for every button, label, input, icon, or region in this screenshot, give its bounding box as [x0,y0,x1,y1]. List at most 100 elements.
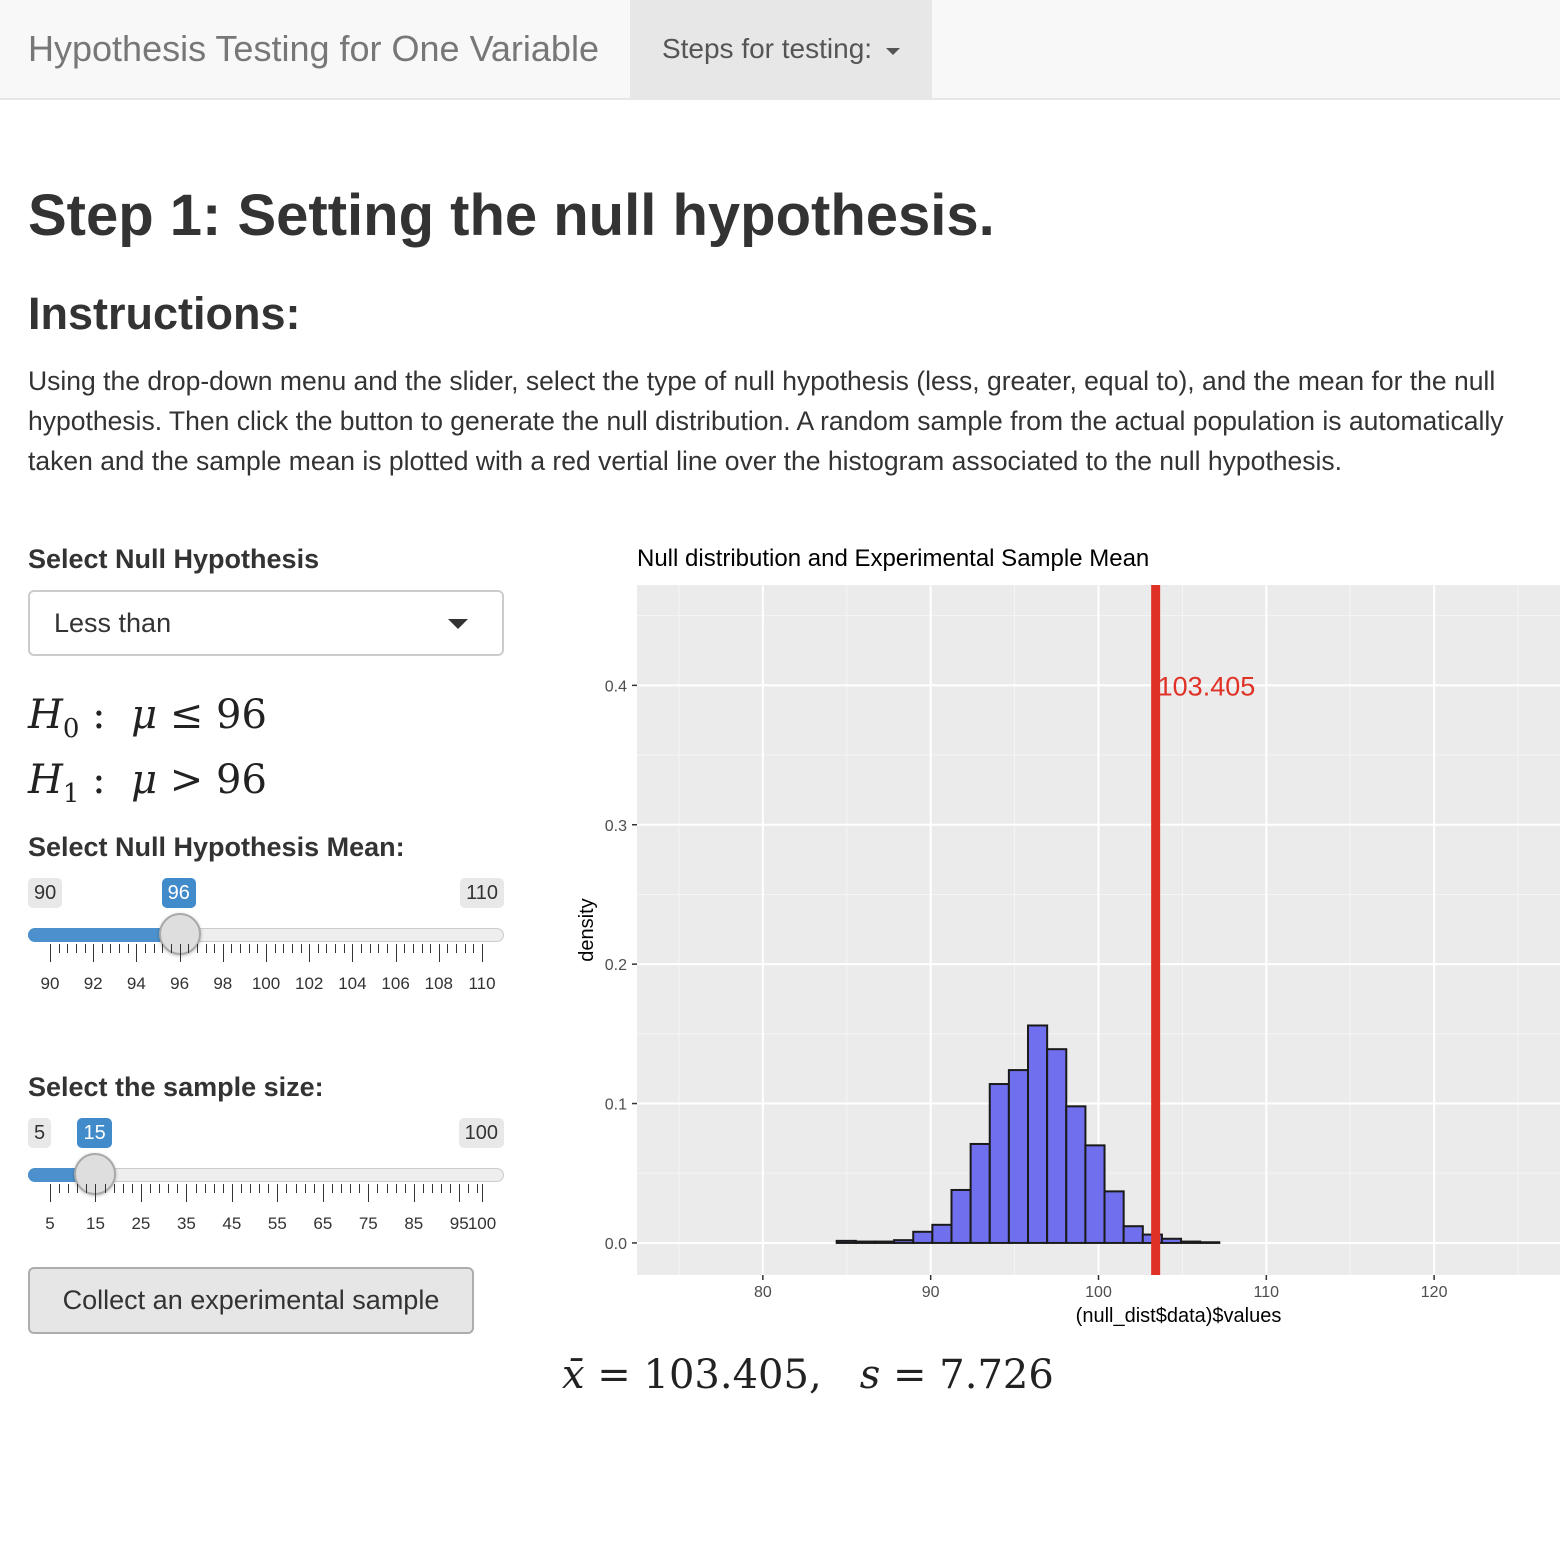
mean-slider-major-tick [266,944,267,962]
mean-slider-minor-tick [404,944,406,953]
x-tick-label: 80 [754,1284,772,1301]
histogram-bar [1084,1144,1106,1244]
histogram-bar [873,1240,896,1244]
histogram-bar [912,1230,934,1244]
histogram-bar [1065,1105,1087,1244]
h0-statement: H0 : μ ≤ 96 [28,692,267,744]
h0-value: 96 [216,692,267,738]
h1-statement: H1 : μ > 96 [28,757,267,809]
size-slider-minor-tick [468,1184,470,1193]
size-slider-tick-label: 25 [131,1214,151,1233]
size-slider-minor-tick [441,1184,443,1193]
mean-slider-minor-tick [361,944,363,953]
histogram-bar [1027,1024,1049,1244]
mean-slider-tick-label: 102 [295,974,324,993]
steps-dropdown-label: Steps for testing: [661,33,873,64]
mean-slider-fill [28,928,180,942]
size-slider-minor-tick [359,1184,361,1193]
size-slider-minor-tick [259,1184,261,1193]
size-slider-minor-tick [159,1184,161,1193]
size-slider-minor-tick [377,1184,379,1193]
x-axis-title: (null_dist$data)$values [1076,1305,1282,1327]
size-slider-minor-tick [331,1184,333,1193]
histogram-bar [1122,1225,1144,1244]
histogram-bar [1199,1241,1221,1244]
mean-slider-minor-tick [464,944,466,953]
size-slider-minor-tick [286,1184,288,1193]
size-slider[interactable]: 5 100 15 5 15 25 35 45 55 65 75 85 95 100 [28,1118,504,1248]
size-slider-minor-tick [59,1184,61,1193]
mean-slider-tick-label: 96 [170,974,190,993]
app-title[interactable]: Hypothesis Testing for One Variable [28,28,599,69]
h1-value: 96 [216,757,267,803]
xbar-value: 103.405 [643,1352,809,1398]
mean-slider-value: 96 [161,878,196,908]
size-slider-major-tick [368,1184,370,1202]
mean-slider-minor-tick [153,944,155,953]
size-slider-major-tick [95,1184,97,1202]
mean-slider-major-tick [93,944,95,962]
size-slider-minor-tick [195,1184,197,1193]
x-tick-label: 100 [1085,1284,1112,1301]
h1-relation: > [169,757,204,803]
mean-slider-minor-tick [188,944,190,953]
null-type-value: Less than [54,607,172,638]
mean-slider-tick-label: 104 [338,974,367,993]
mean-slider-minor-tick [412,944,414,953]
steps-dropdown[interactable]: Steps for testing: [630,0,932,98]
size-slider-major-tick [482,1184,483,1202]
size-slider-major-tick [459,1184,461,1202]
size-slider-tick-label: 65 [313,1214,333,1233]
mean-slider-tick-label: 94 [126,974,146,993]
size-slider-minor-tick [250,1184,252,1193]
histogram-bar [950,1188,972,1244]
mean-slider-minor-tick [162,944,164,953]
size-slider-value: 15 [77,1118,112,1148]
mean-slider-minor-tick [75,944,77,953]
size-slider-minor-tick [131,1184,133,1193]
mean-slider-minor-tick [386,944,388,953]
histogram-bar [969,1142,991,1244]
size-slider-major-tick [140,1184,142,1202]
size-slider-major-tick [277,1184,279,1202]
size-slider-tick-label: 85 [404,1214,424,1233]
size-slider-tick-label: 55 [267,1214,287,1233]
size-slider-minor-tick [450,1184,452,1193]
size-slider-tick-label: 100 [467,1214,497,1233]
h0-relation: ≤ [169,692,204,738]
size-slider-minor-tick [240,1184,242,1193]
histogram-bar [835,1239,857,1244]
histogram-bar [854,1240,876,1244]
size-slider-minor-tick [313,1184,315,1193]
mean-slider-major-tick [309,944,311,962]
mean-slider-minor-tick [248,944,250,953]
size-slider-major-tick [322,1184,324,1202]
size-slider-minor-tick [104,1184,106,1193]
histogram-bar [931,1223,953,1244]
size-slider-minor-tick [168,1184,170,1193]
size-slider-minor-tick [177,1184,179,1193]
mean-slider-tick-label: 106 [381,974,410,993]
histogram-bar [1160,1237,1183,1244]
collect-sample-button[interactable]: Collect an experimental sample [28,1267,474,1334]
mean-slider-handle[interactable] [158,913,201,955]
size-slider-max: 100 [458,1118,504,1148]
mean-slider[interactable]: 90 110 96 90 92 94 96 98 100 102 104 106 108 110 [28,878,504,1008]
size-slider-minor-tick [350,1184,352,1193]
null-type-select[interactable]: Less than [28,590,504,656]
size-slider-minor-tick [68,1184,70,1193]
size-slider-minor-tick [304,1184,306,1193]
mean-slider-major-tick [482,944,483,962]
histogram-bar [1180,1240,1202,1244]
size-slider-minor-tick [404,1184,406,1193]
mean-slider-tick-label: 98 [213,974,233,993]
mean-slider-major-tick [50,944,51,962]
size-slider-major-tick [231,1184,233,1202]
size-slider-minor-tick [341,1184,343,1193]
navbar: Hypothesis Testing for One Variable Step… [0,0,1560,100]
null-distribution-chart: 80 90 100 110 120 0.0 0.1 0.2 0.3 0.4 103.405 (null… [576,585,1560,1327]
null-type-label: Select Null Hypothesis [28,544,320,574]
histogram-bar [1046,1048,1068,1244]
mean-slider-minor-tick [58,944,60,953]
mean-slider-minor-tick [214,944,216,953]
